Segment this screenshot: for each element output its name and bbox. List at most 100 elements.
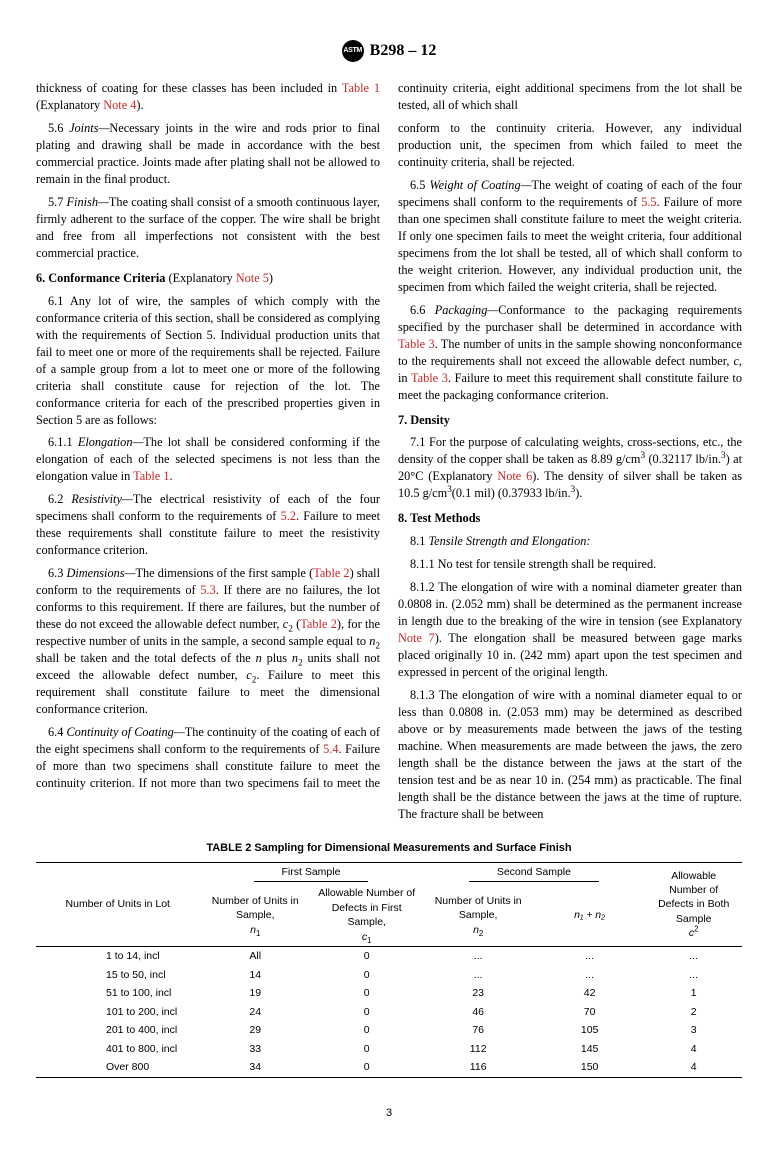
cell-n1: All bbox=[200, 947, 311, 966]
para-6-1: 6.1 Any lot of wire, the samples of whic… bbox=[36, 293, 380, 429]
cell-lot: 201 to 400, incl bbox=[36, 1021, 200, 1039]
cell-c2: 4 bbox=[645, 1040, 742, 1058]
link-5-5[interactable]: 5.5 bbox=[641, 195, 656, 209]
para-coating-thickness: thickness of coating for these classes h… bbox=[36, 80, 380, 114]
th-lot: Number of Units in Lot bbox=[36, 863, 200, 947]
term-resistivity: Resistivity— bbox=[71, 492, 132, 506]
term-elongation: Elongation— bbox=[78, 435, 144, 449]
cell-lot: 101 to 200, incl bbox=[36, 1003, 200, 1021]
link-table3-b[interactable]: Table 3 bbox=[411, 371, 448, 385]
page-header: ASTM B298 – 12 bbox=[36, 40, 742, 62]
body-columns: thickness of coating for these classes h… bbox=[36, 80, 742, 823]
cell-c1: 0 bbox=[311, 1040, 422, 1058]
para-8-1-3: 8.1.3 The elongation of wire with a nomi… bbox=[398, 687, 742, 823]
para-8-1-2: 8.1.2 The elongation of wire with a nomi… bbox=[398, 579, 742, 681]
cell-c2: ... bbox=[645, 966, 742, 984]
cell-c2: ... bbox=[645, 947, 742, 966]
table-2: TABLE 2 Sampling for Dimensional Measure… bbox=[36, 841, 742, 1078]
th-sum: n₁ + n₂ bbox=[534, 884, 645, 946]
para-6-4-cont: conform to the continuity criteria. Howe… bbox=[398, 120, 742, 171]
term-dimensions: Dimensions— bbox=[66, 566, 135, 580]
cell-lot: 401 to 800, incl bbox=[36, 1040, 200, 1058]
link-5-2[interactable]: 5.2 bbox=[281, 509, 296, 523]
cell-sum: ... bbox=[534, 966, 645, 984]
link-table3-a[interactable]: Table 3 bbox=[398, 337, 435, 351]
cell-c1: 0 bbox=[311, 984, 422, 1002]
link-note6[interactable]: Note 6 bbox=[497, 469, 532, 483]
th-n2: Number of Units in Sample,n2 bbox=[422, 884, 533, 946]
th-c1: Allowable Number of Defects in First Sam… bbox=[311, 884, 422, 946]
cell-c2: 2 bbox=[645, 1003, 742, 1021]
para-6-1-1: 6.1.1 Elongation—The lot shall be consid… bbox=[36, 434, 380, 485]
link-table2-a[interactable]: Table 2 bbox=[313, 566, 349, 580]
cell-n2: ... bbox=[422, 947, 533, 966]
table-row: 15 to 50, incl140......... bbox=[36, 966, 742, 984]
cell-c2: 1 bbox=[645, 984, 742, 1002]
term-weight-coating: Weight of Coating— bbox=[429, 178, 531, 192]
cell-n2: 46 bbox=[422, 1003, 533, 1021]
para-5-7: 5.7 Finish—The coating shall consist of … bbox=[36, 194, 380, 262]
para-6-6: 6.6 Packaging—Conformance to the packagi… bbox=[398, 302, 742, 404]
link-5-4[interactable]: 5.4 bbox=[323, 742, 338, 756]
table-row: 51 to 100, incl19023421 bbox=[36, 984, 742, 1002]
cell-lot: 15 to 50, incl bbox=[36, 966, 200, 984]
cell-n2: 116 bbox=[422, 1058, 533, 1077]
th-second-sample: Second Sample bbox=[422, 863, 645, 885]
para-6-2: 6.2 Resistivity—The electrical resistivi… bbox=[36, 491, 380, 559]
link-5-3[interactable]: 5.3 bbox=[200, 583, 215, 597]
para-6-3: 6.3 Dimensions—The dimensions of the fir… bbox=[36, 565, 380, 718]
cell-n2: 76 bbox=[422, 1021, 533, 1039]
cell-c1: 0 bbox=[311, 1058, 422, 1077]
table-row: 401 to 800, incl3301121454 bbox=[36, 1040, 742, 1058]
para-6-5: 6.5 Weight of Coating—The weight of coat… bbox=[398, 177, 742, 296]
cell-c2: 4 bbox=[645, 1058, 742, 1077]
section-8-heading: 8. Test Methods bbox=[398, 510, 742, 527]
cell-sum: 42 bbox=[534, 984, 645, 1002]
link-note7[interactable]: Note 7 bbox=[398, 631, 435, 645]
cell-lot: 51 to 100, incl bbox=[36, 984, 200, 1002]
astm-logo-icon: ASTM bbox=[342, 40, 364, 62]
table-row: 101 to 200, incl24046702 bbox=[36, 1003, 742, 1021]
cell-sum: ... bbox=[534, 947, 645, 966]
cell-c1: 0 bbox=[311, 947, 422, 966]
table-row: 201 to 400, incl290761053 bbox=[36, 1021, 742, 1039]
th-c2: Allowable Number of Defects in Both Samp… bbox=[645, 863, 742, 947]
table-row: 1 to 14, inclAll0......... bbox=[36, 947, 742, 966]
para-7-1: 7.1 For the purpose of calculating weigh… bbox=[398, 434, 742, 502]
cell-sum: 145 bbox=[534, 1040, 645, 1058]
cell-c1: 0 bbox=[311, 1003, 422, 1021]
section-6-heading: 6. Conformance Criteria (Explanatory Not… bbox=[36, 270, 380, 287]
designation: B298 – 12 bbox=[370, 40, 437, 62]
cell-sum: 70 bbox=[534, 1003, 645, 1021]
term-finish: Finish— bbox=[67, 195, 109, 209]
link-table1-b[interactable]: Table 1 bbox=[133, 469, 169, 483]
cell-c1: 0 bbox=[311, 1021, 422, 1039]
cell-n1: 33 bbox=[200, 1040, 311, 1058]
cell-n1: 24 bbox=[200, 1003, 311, 1021]
para-5-6: 5.6 Joints—Necessary joints in the wire … bbox=[36, 120, 380, 188]
link-note4[interactable]: Note 4 bbox=[103, 98, 136, 112]
th-n1: Number of Units in Sample,n1 bbox=[200, 884, 311, 946]
cell-sum: 150 bbox=[534, 1058, 645, 1077]
table-row: Over 8003401161504 bbox=[36, 1058, 742, 1077]
term-continuity: Continuity of Coating— bbox=[66, 725, 184, 739]
term-packaging: Packaging— bbox=[435, 303, 499, 317]
para-8-1: 8.1 Tensile Strength and Elongation: bbox=[398, 533, 742, 550]
link-table2-b[interactable]: Table 2 bbox=[300, 617, 337, 631]
cell-n2: 112 bbox=[422, 1040, 533, 1058]
cell-n2: 23 bbox=[422, 984, 533, 1002]
link-note5[interactable]: Note 5 bbox=[236, 271, 269, 285]
link-table1[interactable]: Table 1 bbox=[342, 81, 380, 95]
section-7-heading: 7. Density bbox=[398, 412, 742, 429]
para-8-1-1: 8.1.1 No test for tensile strength shall… bbox=[398, 556, 742, 573]
cell-n1: 34 bbox=[200, 1058, 311, 1077]
cell-n2: ... bbox=[422, 966, 533, 984]
page-number: 3 bbox=[36, 1106, 742, 1121]
cell-c2: 3 bbox=[645, 1021, 742, 1039]
term-joints: Joints— bbox=[69, 121, 109, 135]
cell-n1: 29 bbox=[200, 1021, 311, 1039]
cell-lot: Over 800 bbox=[36, 1058, 200, 1077]
cell-n1: 14 bbox=[200, 966, 311, 984]
cell-lot: 1 to 14, incl bbox=[36, 947, 200, 966]
cell-n1: 19 bbox=[200, 984, 311, 1002]
